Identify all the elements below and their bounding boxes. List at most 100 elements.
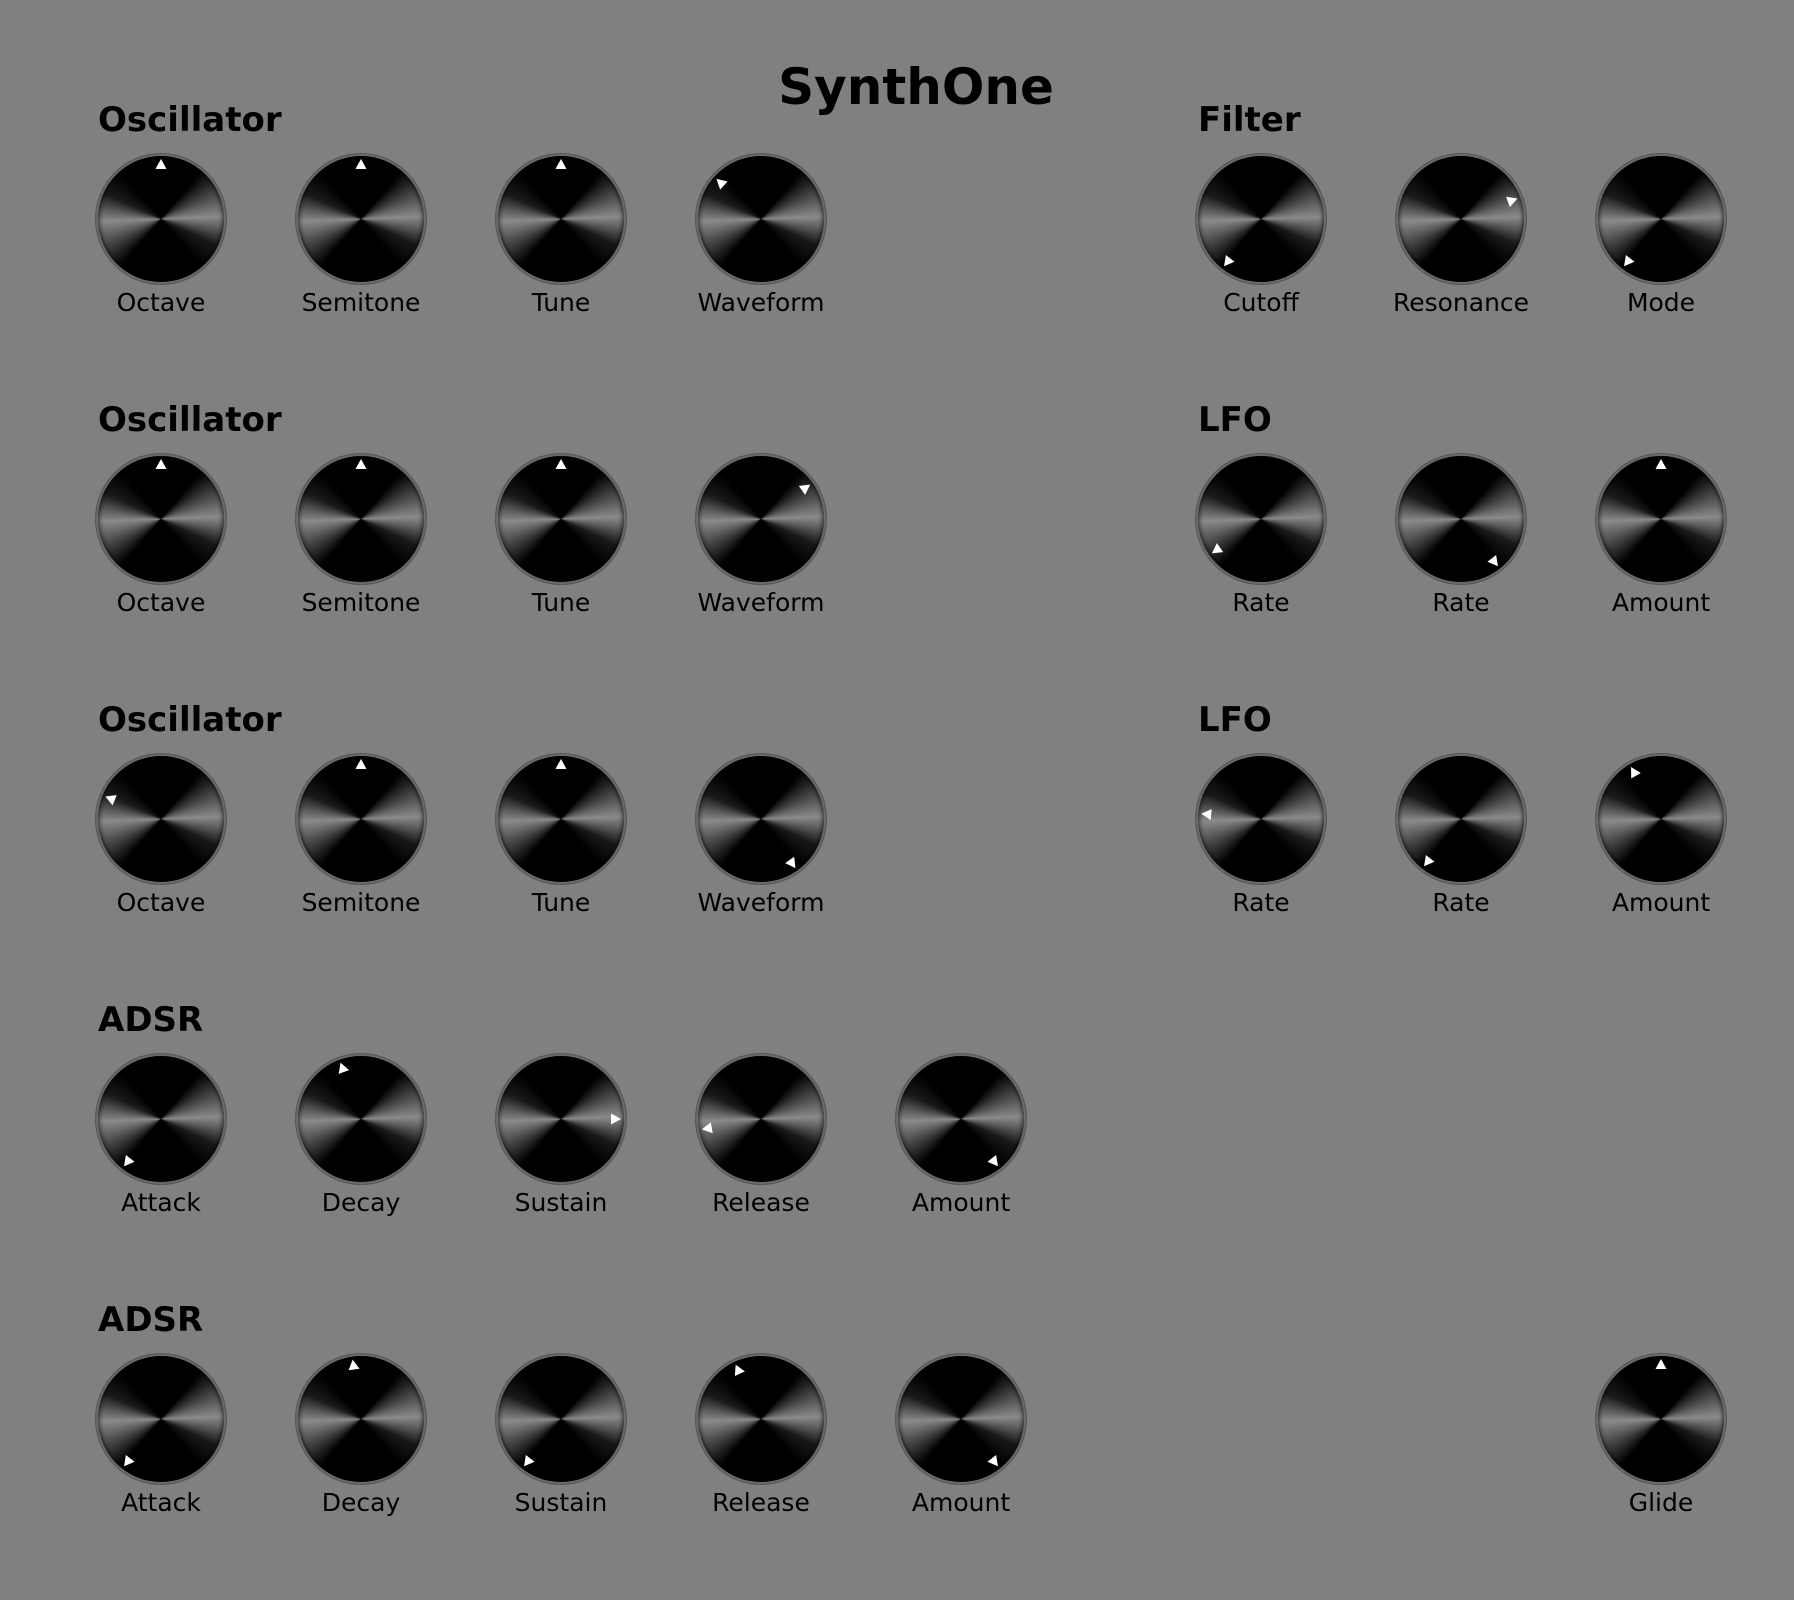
knob-label: Sustain [514, 1188, 608, 1217]
knob-label: Octave [116, 888, 206, 917]
knob-control: Sustain [461, 1356, 661, 1526]
knob-adsr2-decay[interactable] [298, 1356, 424, 1482]
knob-adsr2-release[interactable] [698, 1356, 824, 1482]
section-osc2: Oscillator Octave Semitone Tune Waveform [98, 400, 998, 700]
knob-pointer-icon [1631, 767, 1641, 779]
knob-lfo1-rate[interactable] [1398, 456, 1524, 582]
knob-control: Rate [1361, 456, 1561, 626]
knob-label: Rate [1232, 588, 1290, 617]
knob-control: Octave [61, 456, 261, 626]
knob-label: Cutoff [1223, 288, 1299, 317]
knob-adsr1-release[interactable] [698, 1056, 824, 1182]
knob-control: Semitone [261, 756, 461, 926]
knob-lfo1-rate[interactable] [1198, 456, 1324, 582]
section-adsr2: ADSR Attack Decay Sustain Release Amount [98, 1300, 1024, 1600]
knob-control: Attack [61, 1356, 261, 1526]
knob-osc2-tune[interactable] [498, 456, 624, 582]
section-lfo2: LFO Rate Rate Amount [1198, 700, 1794, 1000]
knob-lfo2-rate[interactable] [1398, 756, 1524, 882]
knob-adsr2-attack[interactable] [98, 1356, 224, 1482]
app-title: SynthOne [778, 58, 1054, 116]
knob-pointer-icon [155, 459, 167, 469]
knob-label: Release [712, 1188, 810, 1217]
knob-pointer-icon [1624, 255, 1635, 267]
section-title: Filter [1198, 100, 1301, 140]
knob-label: Octave [116, 288, 206, 317]
section-filter: Filter Cutoff Resonance Mode [1198, 100, 1794, 400]
knob-osc1-waveform[interactable] [698, 156, 824, 282]
knob-filter-resonance[interactable] [1398, 156, 1524, 282]
knob-control: Decay [261, 1056, 461, 1226]
knob-pointer-icon [1201, 809, 1212, 821]
knob-control: Waveform [661, 456, 861, 626]
section-title: LFO [1198, 400, 1272, 440]
knob-osc1-tune[interactable] [498, 156, 624, 282]
knob-pointer-icon [524, 1455, 535, 1467]
knob-control: Semitone [261, 456, 461, 626]
knob-label: Semitone [301, 288, 421, 317]
knob-osc2-waveform[interactable] [698, 456, 824, 582]
knob-adsr1-decay[interactable] [298, 1056, 424, 1182]
knob-control: Tune [461, 156, 661, 326]
section-osc1: Oscillator Octave Semitone Tune Waveform [98, 100, 998, 400]
knob-adsr2-sustain[interactable] [498, 1356, 624, 1482]
knob-osc3-waveform[interactable] [698, 756, 824, 882]
knob-pointer-icon [348, 1359, 360, 1371]
knob-label: Waveform [697, 288, 825, 317]
knob-pointer-icon [355, 459, 367, 469]
knob-pointer-icon [716, 178, 728, 190]
knob-adsr1-attack[interactable] [98, 1056, 224, 1182]
knob-osc2-semitone[interactable] [298, 456, 424, 582]
knob-label: Octave [116, 588, 206, 617]
knob-global-glide[interactable] [1598, 1356, 1724, 1482]
knob-adsr2-amount[interactable] [898, 1356, 1024, 1482]
knob-label: Mode [1626, 288, 1696, 317]
knob-control: Resonance [1361, 156, 1561, 326]
knob-pointer-icon [734, 1364, 745, 1377]
section-global: Glide [1198, 1300, 1794, 1600]
knob-osc1-octave[interactable] [98, 156, 224, 282]
knob-adsr1-sustain[interactable] [498, 1056, 624, 1182]
knob-pointer-icon [1224, 255, 1235, 267]
knob-pointer-icon [105, 795, 117, 806]
knob-label: Amount [911, 1488, 1011, 1517]
knob-osc3-octave[interactable] [98, 756, 224, 882]
knob-osc3-tune[interactable] [498, 756, 624, 882]
knob-osc2-octave[interactable] [98, 456, 224, 582]
section-title: Oscillator [98, 400, 282, 440]
knob-pointer-icon [124, 1455, 135, 1467]
knob-label: Decay [321, 1488, 401, 1517]
knob-control: Tune [461, 756, 661, 926]
knob-label: Glide [1628, 1488, 1694, 1517]
knob-pointer-icon [785, 856, 796, 869]
knob-lfo2-amount[interactable] [1598, 756, 1724, 882]
knob-control: Amount [861, 1056, 1061, 1226]
knob-label: Sustain [514, 1488, 608, 1517]
knob-control: Attack [61, 1056, 261, 1226]
knob-label: Tune [531, 888, 591, 917]
knob-pointer-icon [611, 1113, 621, 1125]
knob-pointer-icon [355, 159, 367, 169]
knob-control: Release [661, 1056, 861, 1226]
knob-control: Rate [1161, 456, 1361, 626]
knob-pointer-icon [701, 1122, 713, 1134]
knob-label: Resonance [1392, 288, 1530, 317]
knob-filter-cutoff[interactable] [1198, 156, 1324, 282]
knob-control: Amount [861, 1356, 1061, 1526]
section-title: Oscillator [98, 100, 282, 140]
section-lfo1: LFO Rate Rate Amount [1198, 400, 1794, 700]
knob-filter-mode[interactable] [1598, 156, 1724, 282]
section-osc3: Oscillator Octave Semitone Tune Waveform [98, 700, 998, 1000]
knob-control: Decay [261, 1356, 461, 1526]
knob-control: Rate [1361, 756, 1561, 926]
knob-label: Rate [1232, 888, 1290, 917]
knob-osc3-semitone[interactable] [298, 756, 424, 882]
section-title: ADSR [98, 1000, 204, 1040]
knob-pointer-icon [1487, 555, 1498, 567]
knob-label: Amount [911, 1188, 1011, 1217]
knob-label: Amount [1611, 888, 1711, 917]
knob-lfo1-amount[interactable] [1598, 456, 1724, 582]
knob-osc1-semitone[interactable] [298, 156, 424, 282]
knob-adsr1-amount[interactable] [898, 1056, 1024, 1182]
knob-lfo2-rate[interactable] [1198, 756, 1324, 882]
